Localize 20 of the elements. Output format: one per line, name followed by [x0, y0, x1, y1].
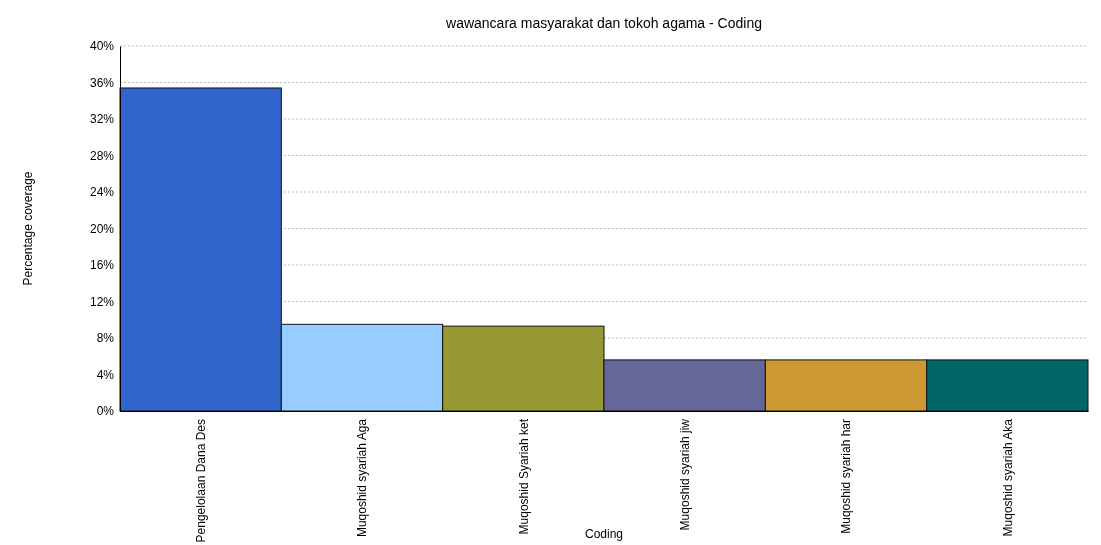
x-tick-label: Pengelolaan Dana Des — [193, 419, 208, 543]
x-tick-label: Muqoshid syariah har — [839, 419, 854, 534]
x-tick-label: Muqoshid syariah Aka — [1000, 418, 1015, 537]
y-tick-label: 32% — [89, 112, 115, 127]
y-tick-label: 20% — [89, 221, 115, 236]
y-tick-label: 0% — [96, 404, 115, 419]
y-tick-label: 8% — [96, 331, 115, 346]
y-tick-label: 24% — [89, 185, 115, 200]
x-tick-label: Muqoshid syariah Aga — [355, 418, 370, 538]
x-axis-title: Coding — [584, 527, 624, 541]
y-tick-label: 12% — [89, 294, 115, 309]
y-tick-label: 4% — [96, 367, 115, 382]
y-tick-label: 36% — [89, 75, 115, 90]
y-tick-label: 40% — [89, 39, 115, 54]
x-tick-label: Muqoshid syariah jiw — [677, 418, 692, 531]
x-tick-label: Muqoshid Syariah ket — [516, 418, 531, 535]
y-tick-label: 28% — [89, 148, 115, 163]
y-axis-title: Percentage coverage — [21, 171, 35, 286]
y-tick-label: 16% — [89, 258, 115, 273]
chart-title: wawancara masyarakat dan tokoh agama - Coding — [445, 15, 762, 31]
